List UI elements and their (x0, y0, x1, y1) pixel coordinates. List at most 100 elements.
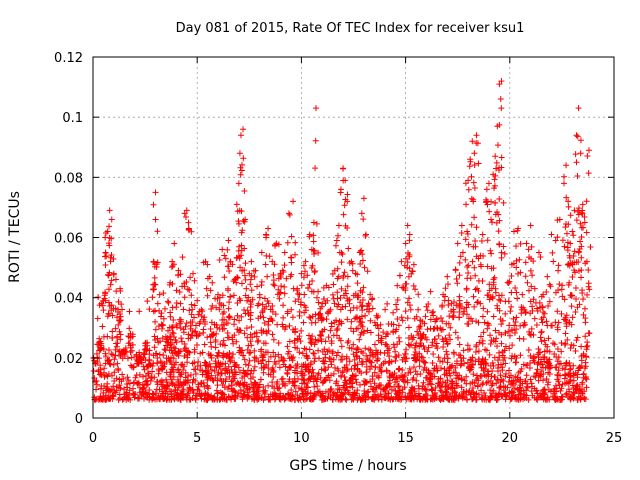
data-point (187, 372, 194, 379)
data-point (143, 372, 150, 379)
data-point (354, 271, 361, 278)
data-point (579, 287, 586, 294)
data-point (471, 161, 478, 168)
data-point (521, 321, 528, 328)
data-point (261, 295, 268, 302)
data-point (146, 306, 153, 313)
data-point (516, 335, 523, 342)
data-point (584, 342, 591, 349)
data-point (574, 133, 581, 140)
data-point (203, 362, 210, 369)
data-point (551, 341, 558, 348)
data-point (164, 342, 171, 349)
data-point (236, 317, 243, 324)
data-point (259, 301, 266, 308)
data-point (470, 371, 477, 378)
data-point (283, 275, 290, 282)
data-point (325, 347, 332, 354)
data-point (219, 292, 226, 299)
data-point (468, 195, 475, 202)
data-point (388, 321, 395, 328)
data-point (247, 331, 254, 338)
data-point (185, 335, 192, 342)
data-point (191, 366, 198, 373)
data-point (155, 366, 162, 373)
data-point (325, 334, 332, 341)
data-point (131, 394, 138, 401)
y-axis-label: ROTI / TECUs (7, 191, 23, 283)
data-point (361, 396, 368, 403)
data-point (181, 353, 188, 360)
data-point (319, 392, 326, 399)
data-point (525, 347, 532, 354)
data-point (320, 357, 327, 364)
data-point (288, 364, 295, 371)
data-point (514, 386, 521, 393)
data-point (183, 207, 190, 214)
data-point (558, 348, 565, 355)
data-point (235, 380, 242, 387)
data-point (410, 396, 417, 403)
data-point (478, 364, 485, 371)
data-point (173, 391, 180, 398)
data-point (328, 372, 335, 379)
data-point (582, 333, 589, 340)
data-point (512, 285, 519, 292)
data-point (358, 210, 365, 217)
data-point (458, 375, 465, 382)
data-point (112, 389, 119, 396)
data-point (108, 216, 115, 223)
data-point (124, 355, 131, 362)
data-point (469, 258, 476, 265)
data-point (267, 315, 274, 322)
data-point (181, 283, 188, 290)
data-point (181, 341, 188, 348)
data-point (549, 249, 556, 256)
data-point (538, 329, 545, 336)
data-point (208, 354, 215, 361)
data-point (559, 365, 566, 372)
data-point (494, 376, 501, 383)
x-tick-label: 15 (397, 431, 414, 446)
data-point (321, 377, 328, 384)
data-point (484, 325, 491, 332)
data-point (130, 380, 137, 387)
data-point (386, 353, 393, 360)
data-point (555, 267, 562, 274)
data-point (344, 316, 351, 323)
data-point (262, 261, 269, 268)
data-point (558, 385, 565, 392)
data-point (157, 358, 164, 365)
data-point (219, 310, 226, 317)
data-point (322, 395, 329, 402)
data-point (496, 384, 503, 391)
data-point (425, 300, 432, 307)
data-point (471, 380, 478, 387)
data-point (555, 367, 562, 374)
data-point (395, 352, 402, 359)
data-point (429, 359, 436, 366)
data-point (427, 380, 434, 387)
data-point (196, 330, 203, 337)
data-point (203, 285, 210, 292)
data-point (347, 383, 354, 390)
data-point (221, 252, 228, 259)
data-point (292, 251, 299, 258)
data-point (245, 311, 252, 318)
data-point (247, 316, 254, 323)
data-point (362, 345, 369, 352)
data-point (343, 355, 350, 362)
data-point (235, 247, 242, 254)
data-point (302, 258, 309, 265)
data-point (322, 338, 329, 345)
data-point (153, 386, 160, 393)
data-point (333, 352, 340, 359)
data-point (238, 313, 245, 320)
data-point (386, 395, 393, 402)
data-point (312, 319, 319, 326)
data-point (187, 319, 194, 326)
data-point (544, 343, 551, 350)
data-point (395, 384, 402, 391)
data-point (247, 338, 254, 345)
